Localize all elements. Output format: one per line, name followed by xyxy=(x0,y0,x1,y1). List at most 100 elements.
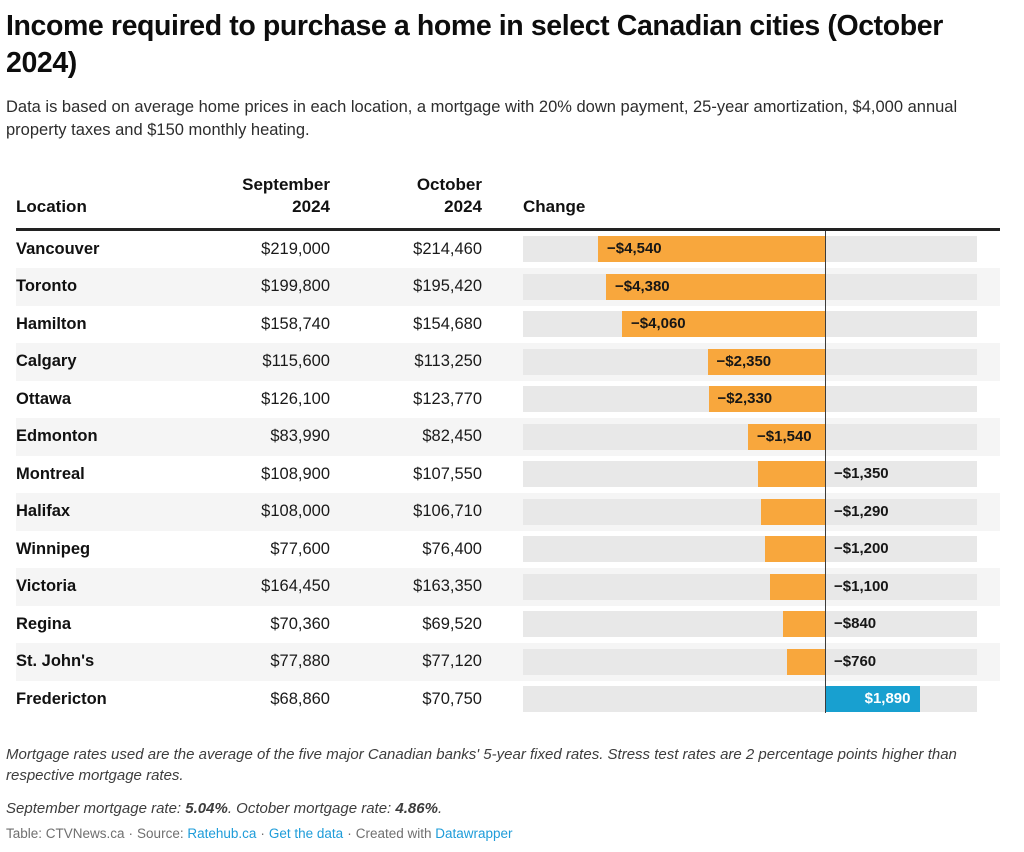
cell-location: Vancouver xyxy=(16,239,100,258)
table-row: Toronto $199,800 $195,420 −$4,380 xyxy=(16,268,1000,306)
column-header-october: October 2024 xyxy=(330,174,482,218)
cell-october-value: $77,120 xyxy=(422,652,482,671)
cell-location: Halifax xyxy=(16,502,71,521)
change-bar xyxy=(708,386,825,413)
cell-location: Ottawa xyxy=(16,389,72,408)
change-bar-track: −$4,060 xyxy=(523,311,977,338)
separator-dot: · xyxy=(347,826,352,842)
link-get-data[interactable]: Get the data xyxy=(268,826,344,842)
link-ratehub[interactable]: Ratehub.ca xyxy=(187,826,257,842)
cell-location: Hamilton xyxy=(16,314,87,333)
footnote-methodology: Mortgage rates used are the average of t… xyxy=(6,746,957,785)
cell-september-value: $219,000 xyxy=(261,239,330,258)
change-value-label: −$1,100 xyxy=(834,577,889,595)
created-with-label: Created with xyxy=(355,826,436,842)
cell-october-value: $70,750 xyxy=(422,689,482,708)
cell-location: Winnipeg xyxy=(16,539,91,558)
table-body: Vancouver $219,000 $214,460 −$4,540 Toronto $… xyxy=(16,230,1000,719)
cell-september-value: $126,100 xyxy=(261,389,330,408)
table-row: Fredericton $68,860 $70,750 $1,890 xyxy=(16,681,1000,719)
change-bar xyxy=(757,461,825,488)
change-bar xyxy=(787,648,825,675)
change-bar-track: −$2,330 xyxy=(523,386,977,413)
change-bar-track: −$1,200 xyxy=(523,536,977,563)
cell-october-value: $154,680 xyxy=(413,314,482,333)
table-header: Location September 2024 October 2024 Cha… xyxy=(16,167,1000,231)
change-bar-track: −$4,540 xyxy=(523,236,977,263)
change-bar xyxy=(770,573,825,600)
table-credit: Table: CTVNews.ca xyxy=(6,826,125,842)
zero-axis-line xyxy=(825,230,826,714)
change-value-label: −$2,350 xyxy=(716,352,772,370)
change-bar-track: −$760 xyxy=(523,648,977,675)
cell-october-value: $69,520 xyxy=(422,614,482,633)
column-header-change: Change xyxy=(482,196,1000,218)
table-row: Ottawa $126,100 $123,770 −$2,330 xyxy=(16,381,1000,419)
cell-location: Toronto xyxy=(16,277,78,296)
cell-september-value: $108,900 xyxy=(261,464,330,483)
cell-october-value: $106,710 xyxy=(413,502,482,521)
table-row: Victoria $164,450 $163,350 −$1,100 xyxy=(16,568,1000,606)
cell-september-value: $77,880 xyxy=(270,652,330,671)
cell-location: Montreal xyxy=(16,464,85,483)
table-row: Regina $70,360 $69,520 −$840 xyxy=(16,606,1000,644)
change-bar xyxy=(748,423,825,450)
table-row: Winnipeg $77,600 $76,400 −$1,200 xyxy=(16,531,1000,569)
link-datawrapper[interactable]: Datawrapper xyxy=(435,826,513,842)
change-bar-track: −$2,350 xyxy=(523,348,977,375)
change-value-label: −$4,380 xyxy=(615,277,670,295)
cell-change: −$1,100 xyxy=(482,568,1000,606)
change-value-label: $1,890 xyxy=(864,690,911,708)
cell-october-value: $107,550 xyxy=(413,464,482,483)
change-bar-track: −$1,350 xyxy=(523,461,977,488)
cell-location: Regina xyxy=(16,614,72,633)
rates-text: September mortgage rate: xyxy=(6,800,186,818)
cell-location: St. John's xyxy=(16,652,95,671)
change-bar xyxy=(825,686,920,713)
cell-october-value: $76,400 xyxy=(422,539,482,558)
footnote-rates: September mortgage rate: 5.04%. October … xyxy=(6,798,1014,819)
cell-september-value: $68,860 xyxy=(270,689,330,708)
september-rate-value: 5.04% xyxy=(185,800,228,818)
page-title: Income required to purchase a home in se… xyxy=(6,10,943,80)
cell-location: Fredericton xyxy=(16,689,107,708)
cell-september-value: $199,800 xyxy=(261,277,330,296)
table-row: Vancouver $219,000 $214,460 −$4,540 xyxy=(16,231,1000,269)
table-row: Calgary $115,600 $113,250 −$2,350 xyxy=(16,343,1000,381)
rates-text: . October mortgage rate: xyxy=(227,800,396,818)
rates-text: . xyxy=(437,800,443,818)
cell-september-value: $70,360 xyxy=(270,614,330,633)
cell-change: $1,890 xyxy=(482,681,1000,719)
separator-dot: · xyxy=(128,826,134,842)
cell-change: −$4,060 xyxy=(482,306,1000,344)
cell-change: −$2,350 xyxy=(482,343,1000,381)
change-bar xyxy=(760,498,825,525)
column-header-change-label: Change xyxy=(523,196,586,216)
cell-september-value: $164,450 xyxy=(261,577,330,596)
change-value-label: −$840 xyxy=(834,615,877,633)
cell-change: −$2,330 xyxy=(482,381,1000,419)
table-row: Halifax $108,000 $106,710 −$1,290 xyxy=(16,493,1000,531)
separator-dot: · xyxy=(260,826,265,842)
cell-october-value: $113,250 xyxy=(414,352,482,371)
cell-change: −$1,350 xyxy=(482,456,1000,494)
change-bar-track: −$1,100 xyxy=(523,573,977,600)
table-row: Hamilton $158,740 $154,680 −$4,060 xyxy=(16,306,1000,344)
change-value-label: −$1,200 xyxy=(834,540,889,558)
cell-change: −$760 xyxy=(482,643,1000,681)
cell-september-value: $115,600 xyxy=(262,352,330,371)
change-value-label: −$4,540 xyxy=(607,240,662,258)
change-bar xyxy=(606,273,825,300)
change-value-label: −$2,330 xyxy=(717,390,773,408)
cell-change: −$1,540 xyxy=(482,418,1000,456)
table-row: Montreal $108,900 $107,550 −$1,350 xyxy=(16,456,1000,494)
change-value-label: −$4,060 xyxy=(631,315,686,333)
cell-october-value: $82,450 xyxy=(422,427,482,446)
cell-change: −$1,290 xyxy=(482,493,1000,531)
cell-october-value: $123,770 xyxy=(413,389,482,408)
column-header-october-label: October 2024 xyxy=(416,174,482,216)
column-header-location-label: Location xyxy=(16,196,87,216)
income-table: Location September 2024 October 2024 Cha… xyxy=(16,167,1000,719)
cell-september-value: $83,990 xyxy=(270,427,330,446)
